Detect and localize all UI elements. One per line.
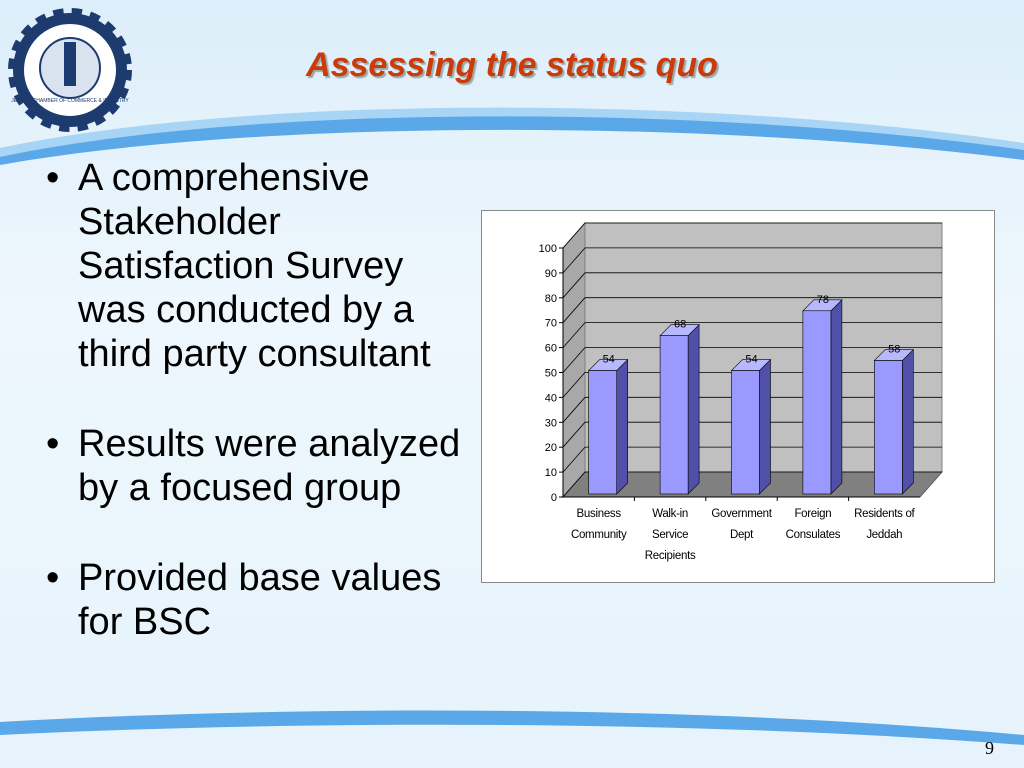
data-label: 54 (603, 354, 615, 366)
y-tick-label: 50 (545, 368, 557, 380)
x-tick-label: Residents of Jeddah (854, 508, 915, 541)
y-tick-label: 80 (545, 293, 557, 305)
slide-title: Assessing the status quo (306, 46, 718, 84)
y-tick-label: 70 (545, 318, 557, 330)
bar (588, 370, 617, 495)
grid-line (562, 247, 942, 274)
grid-line (562, 297, 942, 323)
y-tick-label: 90 (545, 268, 557, 280)
top-wave-light (0, 107, 1024, 157)
bar-side (759, 358, 771, 495)
bullet: A comprehensive Stakeholder Satisfaction… (40, 156, 480, 376)
bar (659, 335, 689, 495)
top-wave (0, 113, 1024, 165)
y-tick-label: 60 (545, 343, 557, 355)
bar (802, 310, 832, 495)
bar (731, 370, 760, 495)
x-tick-label: Foreign Consulates (785, 508, 841, 541)
bar-side (687, 323, 700, 495)
x-tick-label: Business Community (570, 508, 627, 541)
bottom-wave (0, 710, 1024, 745)
y-tick-label: 100 (539, 243, 557, 255)
bullet-list: A comprehensive Stakeholder Satisfaction… (40, 156, 480, 690)
y-tick-label: 20 (545, 442, 557, 454)
x-tick-label: Government Dept (711, 508, 772, 541)
data-label: 68 (674, 319, 686, 331)
y-tick-label: 10 (545, 467, 557, 479)
bullet: Results were analyzed by a focused group (40, 422, 480, 510)
y-tick-label: 40 (545, 392, 557, 404)
logo: JEDDAH CHAMBER OF COMMERCE & INDUSTRY (8, 8, 132, 132)
y-tick-label: 30 (545, 417, 557, 429)
data-label: 54 (745, 354, 757, 366)
bar-side (830, 299, 843, 495)
grid-line (562, 272, 942, 299)
y-tick-label: 0 (551, 492, 557, 504)
data-label: 58 (888, 344, 900, 356)
bar-side (901, 348, 914, 495)
chart: 0 10 20 30 40 50 60 70 80 90 100 54 68 54 78 58 (481, 210, 995, 583)
bar (873, 360, 903, 495)
grid-line (562, 222, 942, 249)
data-label: 78 (817, 294, 829, 306)
x-tick-label: Walk-in Service Recipients (644, 508, 696, 562)
page-number: 9 (985, 738, 994, 758)
bar-side (616, 358, 628, 495)
bullet: Provided base values for BSC (40, 556, 480, 644)
chart-frame: 0 10 20 30 40 50 60 70 80 90 100 54 68 54 78 58 Busines… (481, 210, 995, 588)
logo-text: JEDDAH CHAMBER OF COMMERCE & INDUSTRY (11, 98, 129, 104)
